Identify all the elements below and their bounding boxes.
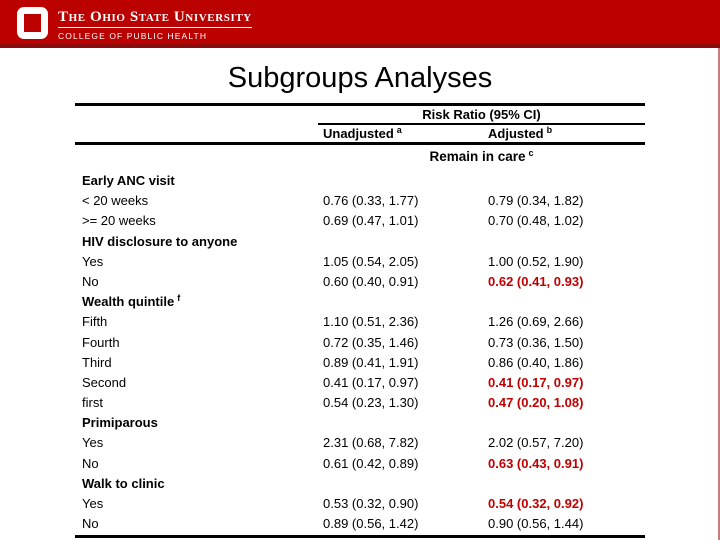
osu-block-o-logo: [17, 7, 48, 39]
row-label: < 20 weeks: [82, 193, 149, 209]
adjusted-value: [488, 413, 645, 433]
adjusted-value: 0.63 (0.43, 0.91): [488, 455, 584, 471]
table-data-row: No 0.60 (0.40, 0.91) 0.62 (0.41, 0.93): [75, 272, 645, 292]
results-table: Risk Ratio (95% CI) Unadjusted a Adjusted…: [75, 103, 645, 539]
table-data-row: Yes 1.05 (0.54, 2.05) 1.00 (0.52, 1.90): [75, 252, 645, 272]
adjusted-value: 0.90 (0.56, 1.44): [488, 516, 584, 532]
row-label: Yes: [82, 253, 104, 269]
table-rows: Early ANC visit < 20 weeks 0.76 (0.33, 1.7…: [75, 171, 645, 534]
unadjusted-value: [323, 474, 488, 494]
table-group-row: Early ANC visit: [75, 171, 645, 191]
unadjusted-value: 0.60 (0.40, 0.91): [323, 273, 419, 289]
university-name: The Ohio State University: [58, 9, 252, 28]
table-data-row: No 0.61 (0.42, 0.89) 0.63 (0.43, 0.91): [75, 454, 645, 474]
unadjusted-value: [323, 292, 488, 312]
row-label: Yes: [82, 435, 104, 451]
table-data-row: first 0.54 (0.23, 1.30) 0.47 (0.20, 1.08): [75, 393, 645, 413]
table-data-row: Yes 0.53 (0.32, 0.90) 0.54 (0.32, 0.92): [75, 494, 645, 514]
table-group-row: Walk to clinic: [75, 474, 645, 494]
row-label: No: [82, 516, 99, 532]
row-label: first: [82, 395, 103, 411]
row-label: Early ANC visit: [82, 173, 175, 188]
unadjusted-value: 1.05 (0.54, 2.05): [323, 253, 419, 269]
adjusted-value: [488, 292, 645, 312]
row-label: Primiparous: [82, 415, 158, 431]
adjusted-value: [488, 474, 645, 494]
table-data-row: >= 20 weeks 0.69 (0.47, 1.01) 0.70 (0.48, …: [75, 211, 645, 231]
row-label: Wealth quintile f: [82, 292, 181, 310]
footnote-sup-c: c: [528, 147, 534, 158]
adjusted-value: 0.54 (0.32, 0.92): [488, 496, 584, 511]
university-wordmark: The Ohio State University COLLEGE OF PUB…: [58, 9, 252, 41]
unadjusted-value: 1.10 (0.51, 2.36): [323, 314, 419, 330]
table-group-row: HIV disclosure to anyone: [75, 232, 645, 252]
adjusted-value: 0.62 (0.41, 0.93): [488, 273, 584, 289]
unadjusted-value: 2.31 (0.68, 7.82): [323, 435, 419, 451]
table-bottom-rule: [75, 534, 645, 538]
unadjusted-value: [323, 171, 488, 191]
adjusted-value: 0.73 (0.36, 1.50): [488, 334, 584, 350]
table-mid-rule: [75, 142, 645, 145]
adjusted-value: [488, 171, 645, 191]
adjusted-value: 0.41 (0.17, 0.97): [488, 374, 584, 390]
table-data-row: No 0.89 (0.56, 1.42) 0.90 (0.56, 1.44): [75, 514, 645, 534]
row-label: Fifth: [82, 314, 108, 330]
unadjusted-value: 0.76 (0.33, 1.77): [323, 193, 419, 209]
table-group-row: Wealth quintile f: [75, 292, 645, 312]
span-header: Risk Ratio (95% CI): [318, 106, 645, 125]
row-label: Third: [82, 354, 112, 370]
column-header-adjusted: Adjusted b: [488, 124, 553, 141]
span-header-label: Risk Ratio (95% CI): [422, 107, 541, 122]
adjusted-value: 2.02 (0.57, 7.20): [488, 435, 584, 451]
column-header-unadjusted: Unadjusted a: [323, 124, 402, 141]
college-name: COLLEGE OF PUBLIC HEALTH: [58, 31, 208, 41]
unadjusted-value: 0.54 (0.23, 1.30): [323, 395, 419, 411]
table-data-row: Fourth 0.72 (0.35, 1.46) 0.73 (0.36, 1.50): [75, 333, 645, 353]
table-top-rule: [75, 103, 645, 106]
footnote-sup-a: a: [396, 124, 402, 135]
unadjusted-value: 0.89 (0.41, 1.91): [323, 354, 419, 370]
unadjusted-value: 0.72 (0.35, 1.46): [323, 334, 419, 350]
unadjusted-value: 0.69 (0.47, 1.01): [323, 213, 419, 229]
table-data-row: Third 0.89 (0.41, 1.91) 0.86 (0.40, 1.86): [75, 353, 645, 373]
unadjusted-value: 0.53 (0.32, 0.90): [323, 496, 419, 511]
table-group-row: Primiparous: [75, 413, 645, 433]
unadjusted-value: [323, 232, 488, 252]
row-label: Fourth: [82, 334, 120, 350]
table-data-row: Fifth 1.10 (0.51, 2.36) 1.26 (0.69, 2.66): [75, 312, 645, 332]
unadjusted-value: 0.61 (0.42, 0.89): [323, 455, 419, 471]
row-label: No: [82, 455, 99, 471]
footnote-sup-f: f: [177, 292, 181, 303]
row-label: >= 20 weeks: [82, 213, 156, 229]
adjusted-value: 0.86 (0.40, 1.86): [488, 354, 584, 370]
section-header-label: Remain in care: [429, 149, 526, 164]
table-data-row: < 20 weeks 0.76 (0.33, 1.77) 0.79 (0.34, 1…: [75, 191, 645, 211]
slide-right-edge: [718, 48, 720, 540]
row-label: Yes: [82, 496, 104, 511]
adjusted-value: 0.79 (0.34, 1.82): [488, 193, 584, 209]
adjusted-value: [488, 232, 645, 252]
adjusted-value: 1.26 (0.69, 2.66): [488, 314, 584, 330]
university-header-bar: The Ohio State University COLLEGE OF PUB…: [0, 0, 720, 48]
unadjusted-value: 0.89 (0.56, 1.42): [323, 516, 419, 532]
unadjusted-value: 0.41 (0.17, 0.97): [323, 374, 419, 390]
column-headers: Unadjusted a Adjusted b: [75, 125, 645, 142]
adjusted-value: 0.70 (0.48, 1.02): [488, 213, 584, 229]
row-label: No: [82, 273, 99, 289]
row-label: Walk to clinic: [82, 475, 165, 491]
footnote-sup-b: b: [546, 124, 553, 135]
row-label: HIV disclosure to anyone: [82, 233, 238, 249]
adjusted-value: 1.00 (0.52, 1.90): [488, 253, 584, 269]
table-data-row: Yes 2.31 (0.68, 7.82) 2.02 (0.57, 7.20): [75, 433, 645, 453]
row-label: Second: [82, 374, 127, 390]
table-data-row: Second 0.41 (0.17, 0.97) 0.41 (0.17, 0.97): [75, 373, 645, 393]
unadjusted-value: [323, 413, 488, 433]
section-header: Remain in care c: [318, 145, 645, 171]
slide-title: Subgroups Analyses: [227, 62, 493, 94]
adjusted-value: 0.47 (0.20, 1.08): [488, 395, 584, 411]
